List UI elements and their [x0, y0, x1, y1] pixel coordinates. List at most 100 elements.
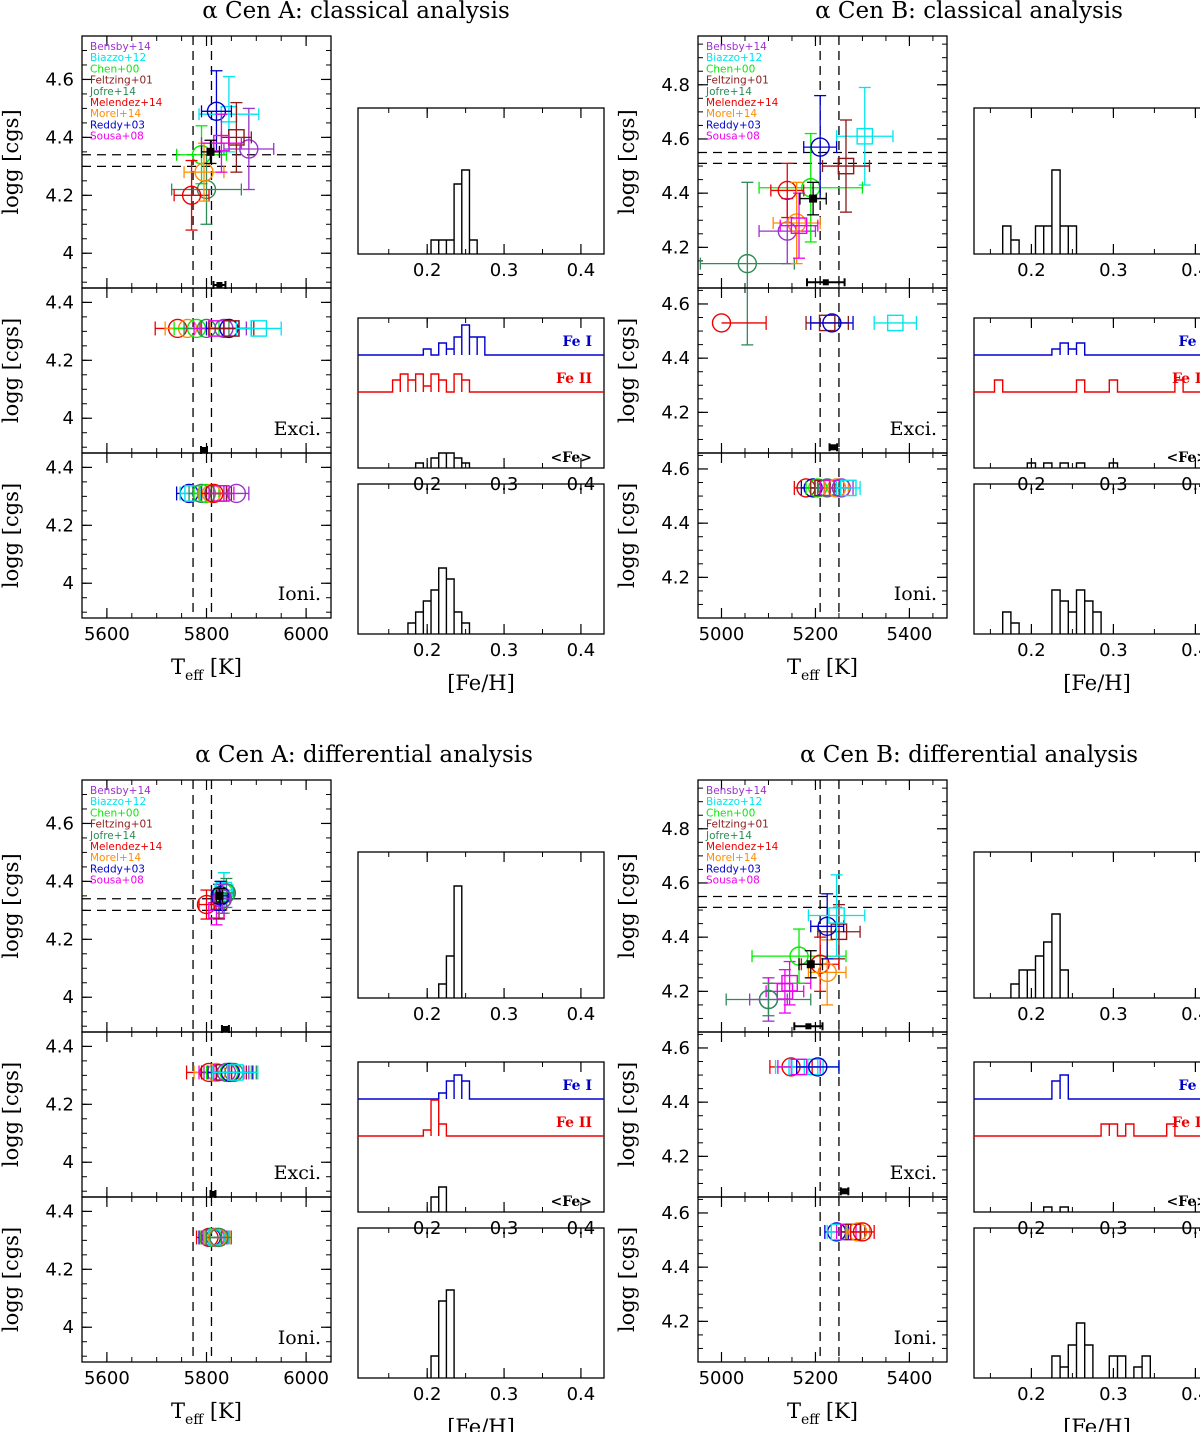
hist-x-tick-label: 0.3 [490, 640, 519, 661]
histogram-exci: 0.20.30.4Fe IFe II<Fe> [973, 1061, 1200, 1239]
y-tick-label: 4 [63, 987, 74, 1008]
panel-label-ioni: Ioni. [278, 1327, 321, 1349]
hist-x-tick-label: 0.3 [1099, 640, 1128, 661]
hist-x-tick-label: 0.4 [567, 260, 596, 281]
y-tick-label: 4 [63, 1317, 74, 1338]
legend-entry: Melendez+14 [706, 97, 779, 109]
mean-point [841, 1188, 848, 1195]
x-tick-label: 6000 [283, 1368, 329, 1389]
point-Biazzo+12 [886, 314, 904, 332]
label-fe-avg: <Fe> [1166, 1194, 1200, 1210]
mean-point [201, 447, 208, 453]
chart-title: α Cen B: differential analysis [800, 742, 1138, 768]
hist-x-tick-label: 0.4 [1181, 260, 1200, 281]
point-Biazzo+12 [828, 907, 845, 924]
point-Bensby+14 [212, 889, 233, 909]
y-tick-label: 4.4 [45, 457, 74, 478]
panel-top: 4.2 4.4 4.6 4.8 logg [cgs] Bensby+14Biazzo+12… [615, 779, 948, 1033]
hist-x-tick-label: 0.4 [567, 1384, 596, 1405]
hist-x-tick-label: 0.2 [413, 640, 442, 661]
hist-x-axis-label: [Fe/H] [1063, 671, 1131, 695]
histogram-fe2 [358, 1099, 604, 1137]
legend-entry: Sousa+08 [706, 131, 760, 143]
histogram-frame [973, 1227, 1200, 1379]
legend-entry: Biazzo+12 [90, 796, 146, 808]
y-tick-label: 4.4 [661, 927, 690, 948]
x-axis-label: Teff [K] [171, 655, 242, 684]
histogram-frame [357, 851, 605, 999]
panel-exci: 4 4.2 4.4 logg [cgs] Exci. [0, 281, 332, 454]
x-tick-label: 5200 [793, 624, 839, 645]
legend-entry: Bensby+14 [90, 41, 151, 53]
hist-x-tick-label: 0.3 [1099, 260, 1128, 281]
y-tick-label: 4.2 [45, 515, 74, 536]
point-Jofre+14 [209, 1227, 229, 1248]
chart-block-A-differential: α Cen A: differential analysis 4 4.2 4.4 4.6… [0, 742, 605, 1432]
legend-entry: Reddy+03 [90, 863, 145, 875]
y-tick-label: 4 [63, 408, 74, 429]
hist-x-axis-label: [Fe/H] [447, 671, 515, 695]
y-tick-label: 4 [63, 573, 74, 594]
hist-x-axis-label: [Fe/H] [447, 1415, 515, 1432]
panel-frame [697, 1196, 948, 1363]
histogram-top: 0.2 0.3 0.4 [357, 851, 605, 1025]
label-fe1: Fe I [562, 1078, 592, 1094]
legend-entry: Jofre+14 [705, 830, 752, 842]
legend-entry: Feltzing+01 [90, 75, 153, 87]
label-fe2: Fe II [556, 1115, 592, 1131]
legend-entry: Chen+00 [706, 63, 755, 75]
legend-entry: Sousa+08 [706, 875, 760, 887]
mean-point [222, 1026, 229, 1032]
histogram-feh [407, 567, 471, 634]
label-fe-avg: <Fe> [550, 1194, 592, 1210]
y-tick-label: 4.2 [661, 981, 690, 1002]
histogram-ioni: 0.2 0.3 0.4 [Fe/H] [357, 483, 605, 695]
panel-exci: 4.2 4.4 4.6 logg [cgs] Exci. [615, 1022, 948, 1198]
point-Biazzo+12 [856, 127, 874, 145]
point-Reddy+03 [810, 137, 830, 157]
y-tick-label: 4.4 [45, 871, 74, 892]
point-Morel+14 [194, 162, 214, 182]
y-tick-label: 4.8 [661, 75, 690, 96]
y-tick-label: 4.4 [661, 1092, 690, 1113]
x-tick-label: 5200 [793, 1368, 839, 1389]
y-tick-label: 4.6 [661, 1038, 690, 1059]
mean-point [822, 279, 829, 286]
panel-label-exci: Exci. [890, 1162, 937, 1184]
legend-entry: Jofre+14 [89, 830, 136, 842]
legend-entry: Reddy+03 [706, 863, 761, 875]
label-fe-avg: <Fe> [550, 450, 592, 466]
histogram-frame [357, 1061, 605, 1213]
hist-x-tick-label: 0.3 [1099, 1004, 1128, 1025]
panel-exci: 4 4.2 4.4 logg [cgs] Exci. [0, 1025, 332, 1198]
point-Reddy+03 [808, 1057, 828, 1077]
hist-x-tick-label: 0.2 [413, 260, 442, 281]
panel-label-ioni: Ioni. [894, 1327, 937, 1349]
legend-entry: Morel+14 [90, 108, 141, 120]
point-Bensby+14 [226, 483, 247, 504]
y-axis-label: logg [cgs] [615, 853, 639, 958]
chart-block-B-classical: α Cen B: classical analysis 4.2 4.4 4.6 4.8 l… [615, 0, 1200, 695]
x-tick-label: 5000 [699, 1368, 745, 1389]
histogram-feh [430, 169, 478, 254]
x-tick-label: 5400 [887, 624, 933, 645]
x-tick-label: 5600 [84, 1368, 130, 1389]
legend-entry: Sousa+08 [90, 875, 144, 887]
panel-top: 4 4.2 4.4 4.6 logg [cgs] Bensby+14Biazzo+12Ch… [0, 35, 332, 289]
legend-entry: Jofre+14 [705, 86, 752, 98]
x-tick-label: 5000 [699, 624, 745, 645]
y-tick-label: 4.4 [45, 292, 74, 313]
y-tick-label: 4.2 [661, 402, 690, 423]
histogram-ioni: 0.2 0.3 0.4 [Fe/H] [357, 1227, 605, 1432]
point-Jofre+14 [737, 253, 758, 274]
mean-point [809, 194, 818, 203]
y-axis-label: logg [cgs] [0, 483, 23, 588]
histogram-fe-avg [1043, 1206, 1069, 1212]
y-tick-label: 4.4 [45, 1036, 74, 1057]
histogram-frame [973, 483, 1200, 635]
legend-entry: Chen+00 [706, 807, 755, 819]
y-tick-label: 4.2 [45, 185, 74, 206]
histogram-top: 0.2 0.3 0.4 [973, 851, 1200, 1025]
histogram-frame [973, 1061, 1200, 1213]
